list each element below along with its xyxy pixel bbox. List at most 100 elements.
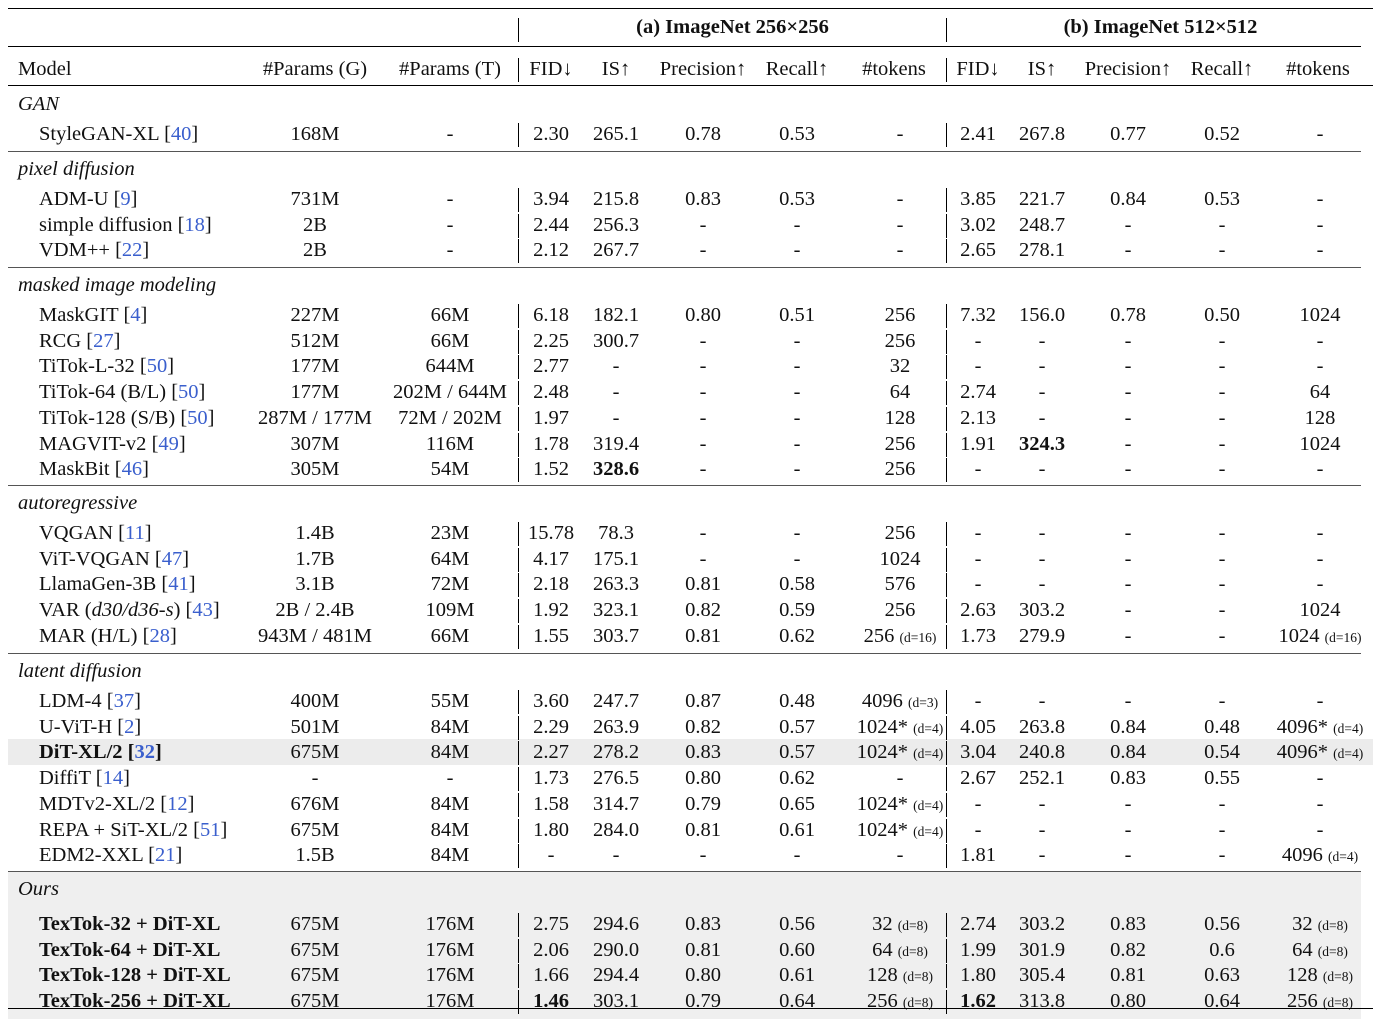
citation-link[interactable]: 40 <box>170 123 192 145</box>
tokens-b: - <box>1270 121 1370 147</box>
citation-link[interactable]: 21 <box>154 844 176 867</box>
results-table: (a) ImageNet 256×256 (b) ImageNet 512×51… <box>8 0 1373 1019</box>
precision-a-text: - <box>699 355 707 378</box>
params-g-text: 2B / 2.4B <box>275 599 355 622</box>
tokens-b: - <box>1270 456 1370 482</box>
fid-b-text: 7.32 <box>960 304 996 326</box>
citation-link[interactable]: 50 <box>178 381 199 404</box>
table-row: MaskGIT [4] 227M 66M 6.18 182.1 0.80 0.51 256 7.… <box>8 302 1373 328</box>
citation-link[interactable]: 14 <box>102 767 124 790</box>
is-b-text: 313.8 <box>1018 990 1066 1013</box>
recall-a-text: - <box>793 329 801 352</box>
fid-b: 2.65 <box>948 237 1008 263</box>
table-row: U-ViT-H [2] 501M 84M 2.29 263.9 0.82 0.57 1024*… <box>8 714 1373 740</box>
recall-b-text: 0.63 <box>1204 964 1240 987</box>
recall-a: 0.62 <box>753 765 841 791</box>
citation-link[interactable]: 12 <box>167 792 188 815</box>
fid-b: - <box>948 688 1008 714</box>
citation-link[interactable]: 50 <box>187 406 208 429</box>
params-t: 55M <box>383 688 517 714</box>
column-divider <box>518 304 520 328</box>
tokens-b-text: - <box>1316 188 1324 210</box>
params-g-text: 1.4B <box>295 522 335 544</box>
model-name: DiffiT [14] <box>39 767 130 790</box>
precision-a-text: - <box>699 458 707 481</box>
fid-b: 1.62 <box>948 988 1008 1014</box>
params-t-text: 55M <box>430 690 470 712</box>
citation-link[interactable]: 37 <box>113 690 135 712</box>
recall-b-text: - <box>1218 547 1226 570</box>
recall-b-text: - <box>1218 355 1226 378</box>
column-divider <box>518 188 520 212</box>
params-t: 66M <box>383 328 517 354</box>
citation-link[interactable]: 32 <box>134 741 156 764</box>
params-t: - <box>383 186 517 212</box>
col-recall-a: Recall↑ <box>765 58 829 80</box>
is-a: 78.3 <box>585 520 647 546</box>
section-rule <box>8 485 1361 486</box>
citation-link[interactable]: 41 <box>168 573 189 596</box>
tokens-a: - <box>850 121 950 147</box>
precision-b-text: - <box>1124 406 1132 429</box>
is-b-text: 303.2 <box>1018 913 1066 935</box>
recall-a-text: - <box>793 432 801 455</box>
params-g-text: 676M <box>290 792 340 815</box>
model-label: LDM-4 <box>39 690 102 712</box>
is-b-text: - <box>1038 792 1046 815</box>
citation-link[interactable]: 2 <box>124 715 135 738</box>
recall-a-text: 0.56 <box>779 913 815 935</box>
tokens-b-text: - <box>1316 792 1324 815</box>
fid-b: 7.32 <box>948 302 1008 328</box>
precision-a: - <box>653 237 753 263</box>
params-g: 1.7B <box>246 546 384 572</box>
recall-b: - <box>1178 431 1266 457</box>
fid-a: 2.06 <box>520 937 582 963</box>
column-divider <box>518 964 520 989</box>
fid-a-text: 2.48 <box>533 381 569 404</box>
params-t-text: 66M <box>430 624 470 647</box>
precision-a: 0.83 <box>653 739 753 765</box>
citation-link[interactable]: 9 <box>120 188 131 210</box>
recall-b: - <box>1178 623 1266 649</box>
recall-b-text: 0.52 <box>1204 123 1240 145</box>
is-b-text: - <box>1038 329 1046 352</box>
tokens-a-text: 256 <box>884 304 916 326</box>
fid-a-text: 4.17 <box>533 547 569 570</box>
table-row: MDTv2-XL/2 [12] 676M 84M 1.58 314.7 0.79 0.65 1… <box>8 791 1373 817</box>
citation-link[interactable]: 4 <box>130 304 141 326</box>
citation-link[interactable]: 51 <box>200 818 221 841</box>
recall-b: - <box>1178 817 1266 843</box>
citation-link[interactable]: 50 <box>146 355 168 378</box>
fid-b-text: - <box>974 355 982 378</box>
precision-b: 0.78 <box>1078 302 1178 328</box>
params-t: 116M <box>383 431 517 457</box>
fid-b: 2.74 <box>948 911 1008 937</box>
fid-a: 15.78 <box>520 520 582 546</box>
citation-link[interactable]: 49 <box>158 432 179 455</box>
fid-b: 1.80 <box>948 962 1008 988</box>
fid-b: 3.02 <box>948 212 1008 238</box>
fid-a-text: 1.92 <box>533 599 569 622</box>
citation-link[interactable]: 18 <box>184 213 205 236</box>
tokens-b: - <box>1270 353 1370 379</box>
fid-b-text: 2.41 <box>960 123 996 145</box>
fid-a: 1.73 <box>520 765 582 791</box>
precision-a-text: 0.80 <box>685 767 721 790</box>
column-divider <box>518 406 520 431</box>
citation-link[interactable]: 47 <box>161 547 183 570</box>
column-divider <box>518 767 520 792</box>
precision-b: - <box>1078 237 1178 263</box>
params-t: 84M <box>383 817 517 843</box>
citation-link[interactable]: 46 <box>121 458 143 481</box>
citation-link[interactable]: 28 <box>149 624 170 647</box>
params-g: 177M <box>246 379 384 405</box>
is-a-text: - <box>612 355 620 378</box>
params-g-text: 2B <box>303 213 327 236</box>
precision-b: - <box>1078 405 1178 431</box>
citation-link[interactable]: 27 <box>93 329 114 352</box>
citation-link[interactable]: 43 <box>192 599 213 622</box>
citation-link[interactable]: 22 <box>121 239 143 262</box>
citation-link[interactable]: 11 <box>124 522 145 544</box>
params-g: 2B <box>246 237 384 263</box>
fid-a-text: 2.27 <box>533 741 569 764</box>
